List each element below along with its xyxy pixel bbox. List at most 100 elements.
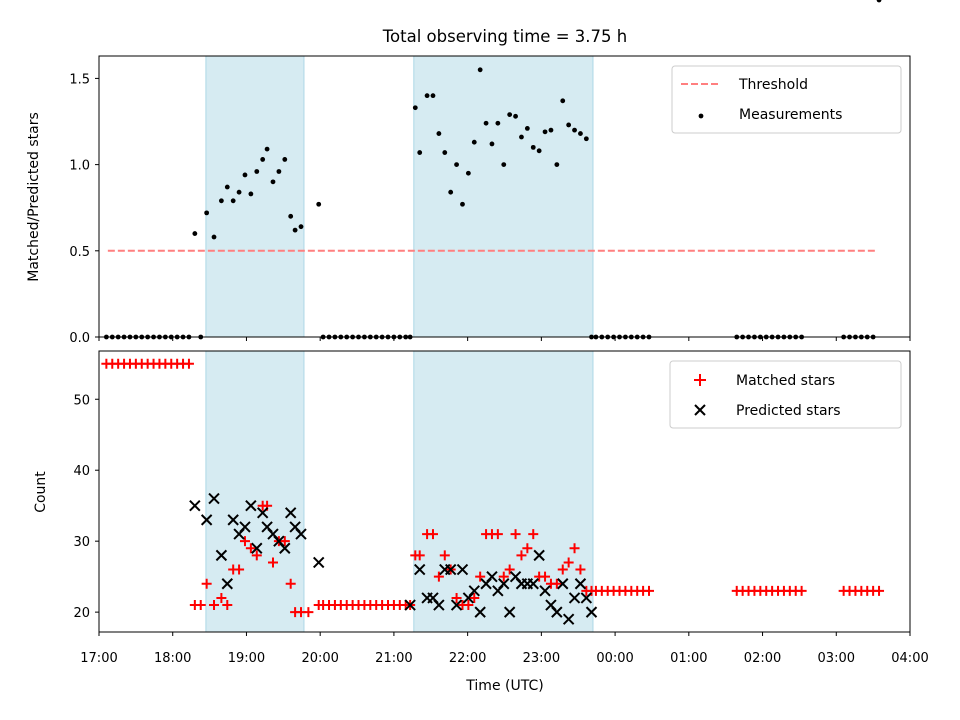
bottom-legend: Matched stars Predicted stars [669,360,902,429]
measurement-point [477,67,483,73]
predicted-star-marker [456,563,469,576]
predicted-star-marker [251,542,263,554]
predicted-star-marker [562,613,575,625]
top-y-tick-label: 0.0 [69,331,90,346]
measurement-point [242,172,248,178]
measurement-point [471,139,477,145]
matched-star-marker [569,543,580,554]
measurement-point [465,170,471,176]
measurement-point [495,120,501,126]
measurement-point [536,148,542,154]
predicted-star-marker [533,549,545,562]
measurement-points [103,0,882,340]
measurement-point [436,131,442,136]
matched-star-markers [101,358,885,618]
x-tick-label: 19:00 [228,651,265,666]
matched-star-marker [234,564,245,575]
matched-star-marker [498,571,509,582]
matched-star-marker [557,564,568,575]
measurement-point [211,234,217,240]
matched-star-marker [279,536,290,547]
matched-star-marker [239,536,250,547]
bottom-y-tick-label: 20 [73,606,90,621]
legend-threshold-label: Threshold [738,77,808,93]
measurement-point [560,98,566,104]
measurement-point [483,120,489,126]
legend-matched-swatch [694,374,706,386]
shaded-interval-2 [413,55,594,338]
measurement-point [507,112,513,118]
measurement-point [270,179,276,185]
measurement-point [489,141,495,147]
predicted-star-marker [503,606,516,618]
predicted-star-marker [284,507,297,519]
measurement-point [548,127,554,133]
measurement-point [542,129,548,135]
legend-predicted-swatch [694,404,706,416]
bottom-legend-box [669,360,902,429]
x-tick-label: 03:00 [818,651,855,666]
shaded-interval-2 [413,350,594,633]
x-tick-label: 18:00 [154,651,191,666]
measurement-point [248,191,254,197]
predicted-star-marker [585,606,598,618]
matched-star-marker [463,600,474,611]
matched-star-marker [874,585,885,596]
top-y-tick-label: 1.5 [69,72,90,87]
predicted-star-markers [189,492,598,625]
measurement-point [454,162,459,168]
predicted-star-marker [245,499,257,512]
measurement-point [578,131,583,136]
measurement-point [430,93,436,99]
measurement-point [236,189,242,195]
matched-star-marker [195,600,206,611]
x-tick-label: 21:00 [375,651,412,666]
matched-star-marker [510,529,521,540]
matched-star-marker [251,550,262,561]
measurement-point [424,93,430,99]
bottom-y-tick-label: 30 [73,535,90,550]
predicted-star-marker [568,592,581,604]
matched-star-marker [522,543,533,554]
predicted-star-marker [189,499,201,512]
matched-star-marker [551,578,562,589]
predicted-star-marker [295,528,307,540]
measurement-point [417,150,423,155]
predicted-star-marker [215,549,228,562]
top-legend-box [671,65,902,134]
measurement-point [442,150,448,155]
matched-star-marker [414,550,425,561]
matched-star-marker [267,557,278,568]
measurement-point [460,201,465,207]
matched-star-marker [439,550,450,561]
matched-star-marker [540,571,551,582]
legend-measurements-swatch [698,113,704,119]
predicted-star-marker [227,514,239,526]
measurement-point [288,213,294,219]
predicted-star-marker [200,514,213,526]
measurement-point [298,224,304,230]
matched-star-marker [183,358,194,369]
x-tick-label: 04:00 [891,651,928,666]
top-panel: 0.0 0.5 1.0 1.5 Matched/Predicted stars Thr… [26,0,911,346]
x-tick-label: 01:00 [670,651,707,666]
measurement-point [192,231,198,236]
predicted-star-marker [404,599,416,611]
predicted-star-marker [539,585,551,597]
measurement-point [282,157,288,162]
matched-star-marker [427,529,438,540]
x-tick-label: 02:00 [744,651,781,666]
predicted-star-marker [557,578,569,590]
predicted-star-marker [551,606,563,618]
predicted-star-marker [414,563,426,576]
top-y-tick-label: 0.5 [69,245,90,260]
measurement-point [524,126,530,131]
measurement-point [292,227,298,233]
shaded-interval-1 [205,350,305,633]
measurement-point [230,198,236,204]
predicted-star-marker [474,606,486,618]
matched-star-marker [245,543,256,554]
predicted-star-marker [450,599,463,611]
matched-star-marker [575,564,586,575]
matched-star-marker [469,592,480,603]
